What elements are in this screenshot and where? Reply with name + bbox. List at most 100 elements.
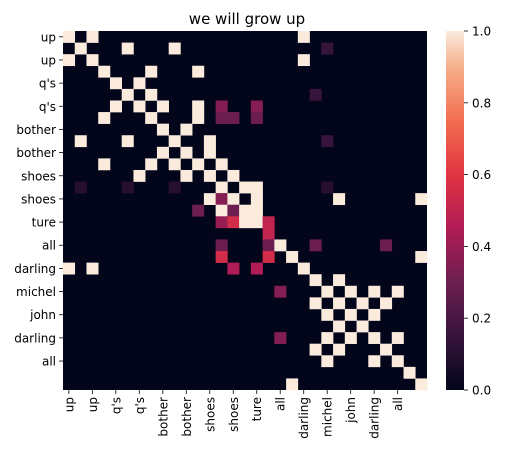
heatmap-cell	[262, 227, 275, 240]
heatmap-cell	[274, 239, 287, 252]
y-tick-label: bother	[16, 123, 56, 137]
x-tick-label: all	[274, 397, 288, 411]
heatmap-cell	[356, 320, 369, 333]
y-tick-label: darling	[14, 262, 56, 276]
heatmap-cell	[415, 251, 428, 263]
heatmap-cell	[333, 297, 346, 310]
heatmap-cell	[250, 193, 263, 206]
heatmap-cell	[215, 216, 228, 229]
heatmap-cell	[391, 332, 404, 344]
y-tick-label: ture	[32, 216, 56, 230]
heatmap-cell	[321, 42, 334, 55]
heatmap-cell	[215, 158, 228, 171]
chart-title: we will grow up	[189, 10, 305, 28]
heatmap-cell	[133, 100, 146, 113]
heatmap-cell	[168, 42, 181, 55]
colorbar-gradient	[446, 31, 464, 390]
heatmap-cell	[215, 239, 228, 252]
heatmap-cell	[203, 193, 216, 206]
x-tick-label: michel	[321, 397, 335, 437]
heatmap-cell	[180, 146, 193, 159]
heatmap-cell	[145, 158, 158, 171]
colorbar-tick-label: 1.0	[472, 25, 491, 39]
heatmap-cell	[74, 181, 87, 194]
heatmap-cell	[391, 355, 404, 368]
heatmap-cell	[145, 65, 158, 78]
x-tick-label: darling	[297, 397, 311, 439]
colorbar-tick-label: 0.4	[472, 240, 491, 254]
heatmap-cell	[156, 146, 169, 159]
heatmap-cell	[98, 158, 111, 171]
y-tick-label: darling	[14, 331, 56, 345]
heatmap-cell	[192, 112, 205, 124]
heatmap-cell	[156, 100, 169, 113]
heatmap-cell	[227, 204, 240, 217]
heatmap-cell	[250, 204, 263, 217]
y-tick-label: all	[42, 355, 56, 369]
colorbar-tick-label: 0.0	[472, 384, 491, 398]
heatmap-cell	[344, 285, 357, 298]
colorbar-tick-label: 0.6	[472, 168, 491, 182]
heatmap-cell	[168, 181, 181, 194]
heatmap-cell	[297, 31, 310, 43]
y-tick-label: john	[29, 308, 56, 322]
heatmap-cell	[133, 77, 146, 90]
heatmap-cell	[215, 193, 228, 206]
heatmap-cell	[215, 112, 228, 124]
heatmap-cell	[321, 285, 334, 298]
x-tick-label: darling	[368, 397, 382, 439]
heatmap-cell	[215, 251, 228, 263]
y-axis: up up q's q's bother bother shoes shoes ture all d…	[14, 30, 63, 369]
x-tick-label: all	[391, 397, 405, 411]
y-tick-label: shoes	[21, 192, 56, 206]
heatmap-cell	[203, 146, 216, 159]
heatmap-cell	[262, 251, 275, 263]
y-tick-label: up	[41, 53, 56, 67]
heatmap-cell	[415, 193, 428, 206]
heatmap-cell	[63, 31, 76, 43]
heatmap-cell	[391, 285, 404, 298]
heatmap-cell	[380, 297, 393, 310]
colorbar: 0.0 0.2 0.4 0.6 0.8 1.0	[446, 25, 491, 398]
heatmap-cell	[180, 123, 193, 136]
x-tick-label: shoes	[203, 397, 217, 432]
heatmap-cell	[121, 135, 134, 148]
heatmap-cell	[321, 181, 334, 194]
heatmap-cell	[227, 112, 240, 124]
heatmap-cell	[250, 112, 263, 124]
heatmap-cell	[215, 204, 228, 217]
heatmap-cell	[168, 158, 181, 171]
heatmap-cell	[180, 169, 193, 182]
heatmap-cell	[203, 169, 216, 182]
heatmap-cell	[333, 343, 346, 356]
x-axis: up up q's q's bother bother shoes shoes ture all d…	[62, 390, 405, 439]
x-tick-label: up	[62, 397, 76, 412]
x-tick-label: shoes	[227, 397, 241, 432]
heatmap-cells	[63, 31, 428, 391]
heatmap-cell	[321, 355, 334, 368]
heatmap-cell	[145, 88, 158, 101]
y-tick-label: q's	[39, 77, 56, 91]
heatmap-cell	[403, 366, 416, 379]
heatmap-cell	[109, 77, 123, 90]
heatmap-cell	[250, 181, 263, 194]
heatmap-cell	[321, 332, 334, 344]
heatmap-cell	[274, 285, 287, 298]
heatmap-cell	[368, 332, 381, 344]
heatmap-cell	[239, 204, 252, 217]
heatmap-cell	[274, 332, 287, 344]
y-tick-label: all	[42, 239, 56, 253]
heatmap-cell	[333, 274, 346, 287]
heatmap-cell	[297, 262, 310, 275]
heatmap-cell	[121, 181, 134, 194]
heatmap-cell	[63, 262, 76, 275]
y-tick-label: michel	[16, 285, 56, 299]
heatmap-cell	[368, 308, 381, 321]
heatmap-cell	[192, 65, 205, 78]
y-tick-label: shoes	[21, 169, 56, 183]
heatmap-cell	[333, 320, 346, 333]
heatmap-cell	[227, 169, 240, 182]
heatmap-cell	[415, 378, 428, 391]
heatmap-cell	[286, 378, 299, 391]
heatmap-cell	[250, 262, 263, 275]
